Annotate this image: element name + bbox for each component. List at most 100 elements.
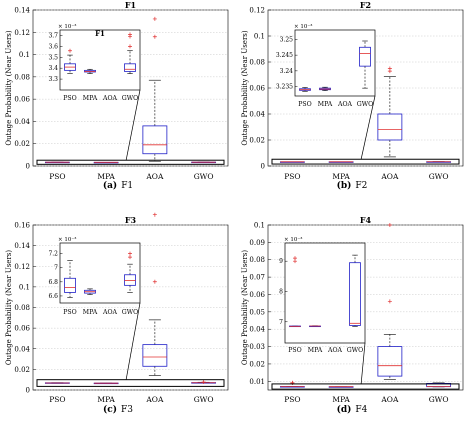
inset-y-tick-label: 3.25 — [280, 36, 294, 43]
caption-text: F2 — [355, 181, 367, 191]
inset-y-tick-label: 3.24 — [280, 68, 294, 75]
y-tick-label: 0 — [261, 163, 265, 171]
zoom-connector — [360, 342, 366, 384]
y-tick-label: 0.12 — [14, 29, 30, 37]
panel-title: F3 — [125, 215, 137, 225]
inset-exponent-label: × 10⁻³ — [284, 236, 302, 243]
y-tick-label: 0.02 — [249, 360, 265, 368]
inset-x-tick-label: AOA — [327, 347, 343, 354]
box-aoa-outlier-0 — [152, 34, 157, 39]
y-tick-label: 0 — [26, 163, 30, 171]
caption-text: F3 — [121, 405, 133, 415]
inset-y-tick-label: 7.2 — [48, 251, 58, 258]
inset-box-gwo-outlier-0 — [128, 44, 132, 49]
zoom-region — [36, 379, 225, 387]
caption-letter: (b) — [337, 180, 352, 191]
x-tick-label: GWO — [194, 172, 214, 181]
x-tick-label: AOA — [380, 172, 399, 181]
box-gwo-outlier-0 — [201, 379, 206, 384]
inset-x-tick-label: AOA — [337, 101, 353, 108]
box-aoa-box — [142, 125, 168, 155]
inset-x-tick-label: PSO — [63, 309, 76, 316]
panel-title: F1 — [125, 0, 136, 10]
panel-title: F2 — [360, 0, 371, 10]
y-tick-label: 0.02 — [14, 366, 30, 374]
inset-x-tick-label: MPA — [83, 309, 98, 316]
inset-box-gwo-outlier-0 — [128, 255, 132, 260]
inset-box-pso-box — [64, 277, 76, 293]
y-tick-label: 0.14 — [14, 7, 30, 15]
y-tick-label: 0.08 — [249, 256, 265, 264]
x-tick-label: PSO — [284, 172, 300, 181]
inset-y-tick-label: 3.235 — [276, 84, 293, 91]
y-tick-label: 0.05 — [249, 308, 265, 316]
inset-x-tick-label: GWO — [122, 309, 138, 316]
y-tick-label: 0.12 — [249, 7, 265, 15]
panel-b: 0 0.02 0.04 0.06 0.08 0.1 0.12 F2 Outage Probabi… — [241, 0, 464, 191]
y-tick-label: 0.04 — [249, 111, 265, 119]
y-tick-label: 0.08 — [14, 73, 30, 81]
box-aoa-outlier-1 — [152, 212, 157, 217]
inset-y-tick-label: 3.5 — [48, 54, 58, 61]
inset-y-tick-label: 7 — [54, 265, 58, 272]
inset-box-gwo-box — [124, 63, 136, 72]
y-tick-label: 0.09 — [249, 239, 265, 247]
y-tick-label: 0.08 — [249, 59, 265, 67]
box-aoa-box — [377, 346, 403, 377]
y-axis-label: Outage Probability (Near Users) — [5, 250, 13, 366]
y-tick-label: 0.02 — [14, 140, 30, 148]
caption-text: F1 — [121, 181, 133, 191]
y-tick-label: 0.1 — [19, 283, 30, 291]
y-tick-label: 0.04 — [249, 326, 265, 334]
y-tick-label: 0.08 — [14, 304, 30, 312]
x-tick-label: MPA — [332, 172, 350, 181]
box-aoa-outlier-1 — [387, 66, 392, 71]
panel-caption: (c) F3 — [103, 404, 133, 415]
zoom-connector — [125, 302, 141, 380]
inset-box-pso-outlier-1 — [293, 256, 297, 261]
x-tick-label: GWO — [429, 172, 449, 181]
inset-x-tick-label: GWO — [347, 347, 363, 354]
y-tick-label: 0.06 — [249, 291, 265, 299]
inset-frame — [59, 242, 141, 304]
inset-x-tick-label: MPA — [83, 95, 98, 102]
y-tick-label: 0.16 — [14, 222, 30, 230]
inset-y-tick-label: 3.6 — [48, 43, 58, 50]
y-tick-label: 0.1 — [254, 222, 265, 230]
inset-exponent-label: × 10⁻³ — [294, 23, 312, 30]
y-axis-label: Outage Probability (Near Users) — [241, 30, 249, 146]
y-tick-label: 0.1 — [19, 51, 30, 59]
y-tick-label: 0.03 — [249, 343, 265, 351]
box-aoa-outlier-0 — [387, 299, 392, 304]
x-tick-label: AOA — [380, 395, 399, 404]
y-tick-label: 0.04 — [14, 345, 30, 353]
caption-letter: (a) — [103, 180, 117, 191]
x-tick-label: PSO — [49, 172, 65, 181]
y-tick-label: 0.1 — [254, 33, 265, 41]
inset-x-tick-label: PSO — [288, 347, 301, 354]
zoom-region — [271, 158, 460, 165]
box-aoa-outlier-0 — [152, 279, 157, 284]
inset-y-tick-label: 3.4 — [48, 65, 58, 72]
zoom-region — [271, 383, 460, 390]
y-tick-label: 0.06 — [14, 325, 30, 333]
caption-text: F4 — [355, 405, 367, 415]
y-tick-label: 0.07 — [249, 274, 265, 282]
y-tick-label: 0.14 — [14, 242, 30, 250]
zoom-connector — [125, 89, 141, 161]
inset-title: F1 — [95, 29, 105, 38]
inset-x-tick-label: AOA — [102, 309, 118, 316]
zoom-region — [36, 159, 225, 165]
panel-c: 0 0.02 0.04 0.06 0.08 0.1 0.12 0.14 0.16 F3 Outage… — [5, 212, 229, 415]
inset-x-tick-label: MPA — [308, 347, 323, 354]
panel-caption: (b) F2 — [337, 180, 368, 191]
x-tick-label: PSO — [49, 395, 65, 404]
y-tick-label: 0.06 — [14, 96, 30, 104]
panel-caption: (d) F4 — [337, 404, 368, 415]
inset-frame — [294, 29, 376, 97]
y-tick-label: 0.04 — [14, 118, 30, 126]
inset-box-pso-outlier-0 — [68, 48, 72, 53]
inset-exponent-label: × 10⁻³ — [58, 236, 76, 243]
